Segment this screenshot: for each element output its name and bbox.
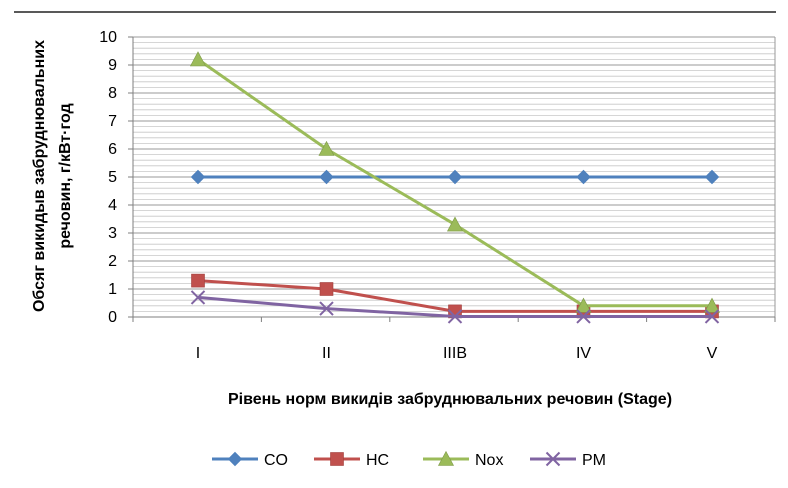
y-axis-title-line-1: Обсяг викидыв забруднювальних: [31, 40, 48, 312]
legend-item-nox: Nox: [423, 450, 503, 469]
series-pm: [190, 290, 720, 324]
point-pm: [576, 309, 591, 324]
point-nox: [446, 216, 464, 232]
point-pm: [319, 301, 334, 316]
legend-item-co: CO: [212, 451, 288, 469]
series: [189, 51, 721, 324]
point-pm: [704, 309, 720, 324]
point-nox: [318, 140, 335, 156]
marker-stroke: [545, 451, 561, 467]
point-co: [704, 169, 720, 185]
y-tick-label: 1: [108, 281, 117, 298]
legend-marker-hc: [330, 452, 344, 466]
y-tick-label: 6: [108, 141, 117, 158]
point-co: [190, 169, 206, 185]
y-tick-label: 8: [108, 85, 117, 102]
y-axis-title-line-2: речовин, г/кВт·год: [57, 103, 74, 248]
legend-label-pm: PM: [582, 452, 606, 469]
y-axis-title-2: речовин, г/кВт·год: [57, 103, 74, 248]
point-pm: [190, 290, 206, 305]
point-hc: [191, 273, 205, 288]
x-tick-label: IV: [576, 345, 591, 362]
legend-marker-nox: [437, 450, 455, 466]
series-co: [190, 169, 720, 185]
point-nox: [575, 297, 592, 313]
y-tick-label: 10: [99, 29, 117, 46]
point-nox: [189, 51, 207, 67]
legend-item-pm: PM: [530, 451, 606, 469]
x-axis-title: Рівень норм викидів забруднювальних речо…: [228, 391, 672, 408]
y-tick-label: 7: [108, 113, 117, 130]
x-tick-label: V: [707, 345, 718, 362]
legend-label-co: CO: [264, 452, 288, 469]
legend-label-nox: Nox: [475, 452, 503, 469]
marker-stroke: [319, 301, 334, 316]
marker-stroke: [447, 309, 463, 324]
point-co: [319, 169, 334, 185]
marker-stroke: [704, 309, 720, 324]
x-tick-label: II: [322, 345, 331, 362]
point-nox: [703, 297, 721, 313]
y-tick-label: 0: [108, 309, 117, 326]
point-hc: [319, 282, 334, 296]
point-pm: [447, 309, 463, 324]
legend-item-hc: HC: [314, 452, 389, 469]
legend-label-hc: HC: [366, 452, 389, 469]
marker-stroke: [576, 309, 591, 324]
y-tick-label: 5: [108, 169, 117, 186]
y-axis-title: Обсяг викидыв забруднювальних: [31, 40, 48, 312]
point-co: [576, 169, 591, 185]
series-nox: [189, 51, 721, 313]
y-tick-label: 4: [108, 197, 117, 214]
legend-marker-co: [227, 451, 243, 467]
series-hc: [191, 273, 719, 319]
marker-stroke: [190, 290, 206, 305]
point-co: [447, 169, 463, 185]
y-tick-label: 9: [108, 57, 117, 74]
x-tick-label: I: [196, 345, 200, 362]
legend: CO HC Nox PM: [212, 450, 606, 469]
x-tick-label: IIIB: [443, 345, 467, 362]
legend-marker-pm: [545, 451, 561, 467]
gridlines: [133, 36, 776, 318]
y-tick-label: 3: [108, 225, 117, 242]
y-tick-label: 2: [108, 253, 117, 270]
